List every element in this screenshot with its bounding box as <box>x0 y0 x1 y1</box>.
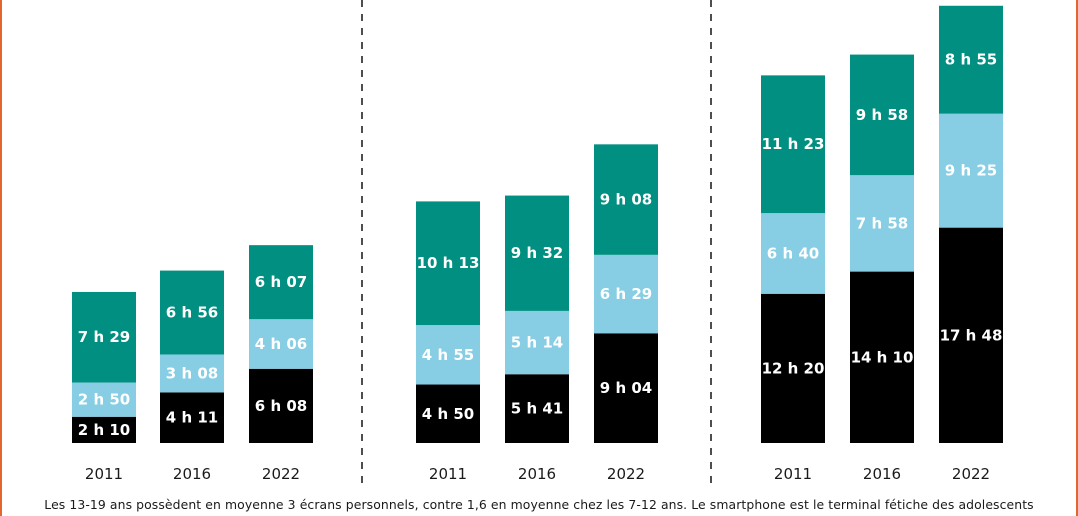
data-label-p1-2022-s3: 6 h 07 <box>255 273 307 291</box>
data-label-p1-2016-s3: 6 h 56 <box>166 304 218 322</box>
data-label-p3-2011-s3: 11 h 23 <box>762 135 825 153</box>
chart-caption: Les 13-19 ans possèdent en moyenne 3 écr… <box>44 497 1034 512</box>
bar-segment-p2-2022-s3 <box>594 144 658 255</box>
year-label-p2-2022: 2022 <box>607 465 645 483</box>
data-label-p3-2011-s1: 12 h 20 <box>762 359 825 377</box>
data-label-p2-2022-s1: 9 h 04 <box>600 379 652 397</box>
data-label-p2-2016-s3: 9 h 32 <box>511 244 563 262</box>
bar-segment-p1-2022-s2 <box>249 319 313 369</box>
left-border <box>0 0 2 516</box>
stacked-bar-charts: 2 h 10 2 h 50 7 h 29 2011 4 h 11 3 h 08 6 h 56… <box>72 0 1003 485</box>
bar-segment-p1-2016-s3 <box>160 270 224 355</box>
bar-segment-p3-2022-s2 <box>939 113 1003 228</box>
bar-segment-p1-2022-s1 <box>249 368 313 443</box>
data-label-p3-2016-s1: 14 h 10 <box>851 348 914 366</box>
bar-segment-p3-2011-s1 <box>761 293 825 443</box>
data-label-p1-2022-s2: 4 h 06 <box>255 335 307 353</box>
year-label-p2-2011: 2011 <box>429 465 467 483</box>
data-label-p3-2016-s3: 9 h 58 <box>856 106 908 124</box>
bar-segment-p3-2016-s2 <box>850 175 914 272</box>
bar-segment-p2-2016-s2 <box>505 310 569 375</box>
bar-segment-p3-2016-s1 <box>850 271 914 443</box>
data-label-p2-2016-s1: 5 h 41 <box>511 400 563 418</box>
data-label-p2-2011-s2: 4 h 55 <box>422 346 474 364</box>
bar-segment-p2-2016-s3 <box>505 195 569 311</box>
data-label-p3-2022-s2: 9 h 25 <box>945 162 997 180</box>
bar-segment-p1-2011-s2 <box>72 382 136 417</box>
bar-segment-p1-2016-s2 <box>160 354 224 393</box>
data-label-p3-2016-s2: 7 h 58 <box>856 214 908 232</box>
data-label-p1-2016-s2: 3 h 08 <box>166 364 218 382</box>
year-label-p3-2011: 2011 <box>774 465 812 483</box>
bar-segment-p3-2011-s3 <box>761 75 825 214</box>
data-label-p3-2011-s2: 6 h 40 <box>767 244 819 262</box>
bar-segment-p2-2011-s1 <box>416 384 480 443</box>
year-label-p3-2016: 2016 <box>863 465 901 483</box>
bar-segment-p3-2022-s1 <box>939 227 1003 443</box>
data-label-p2-2016-s2: 5 h 14 <box>511 334 563 352</box>
bar-segment-p3-2022-s3 <box>939 5 1003 114</box>
year-label-p1-2022: 2022 <box>262 465 300 483</box>
bar-segment-p1-2011-s1 <box>72 416 136 443</box>
bar-segment-p2-2016-s1 <box>505 374 569 443</box>
data-label-p1-2011-s1: 2 h 10 <box>78 421 130 439</box>
data-label-p2-2011-s3: 10 h 13 <box>417 254 480 272</box>
data-label-p1-2016-s1: 4 h 11 <box>166 409 218 427</box>
bar-segment-p1-2022-s3 <box>249 245 313 320</box>
data-label-p1-2022-s1: 6 h 08 <box>255 397 307 415</box>
year-label-p2-2016: 2016 <box>518 465 556 483</box>
data-label-p3-2022-s1: 17 h 48 <box>940 326 1003 344</box>
data-label-p2-2022-s3: 9 h 08 <box>600 191 652 209</box>
bar-segment-p3-2011-s2 <box>761 213 825 294</box>
year-label-p3-2022: 2022 <box>952 465 990 483</box>
bar-segment-p1-2016-s1 <box>160 392 224 443</box>
bar-segment-p2-2022-s2 <box>594 254 658 334</box>
data-label-p2-2011-s1: 4 h 50 <box>422 405 474 423</box>
bar-segment-p2-2022-s1 <box>594 333 658 443</box>
bar-segment-p2-2011-s2 <box>416 325 480 385</box>
data-label-p3-2022-s3: 8 h 55 <box>945 51 997 69</box>
year-label-p1-2011: 2011 <box>85 465 123 483</box>
bar-segment-p2-2011-s3 <box>416 201 480 326</box>
data-label-p1-2011-s3: 7 h 29 <box>78 328 130 346</box>
right-border <box>1076 0 1078 516</box>
data-label-p2-2022-s2: 6 h 29 <box>600 285 652 303</box>
data-label-p1-2011-s2: 2 h 50 <box>78 391 130 409</box>
bar-segment-p1-2011-s3 <box>72 291 136 383</box>
year-label-p1-2016: 2016 <box>173 465 211 483</box>
bar-segment-p3-2016-s3 <box>850 54 914 176</box>
